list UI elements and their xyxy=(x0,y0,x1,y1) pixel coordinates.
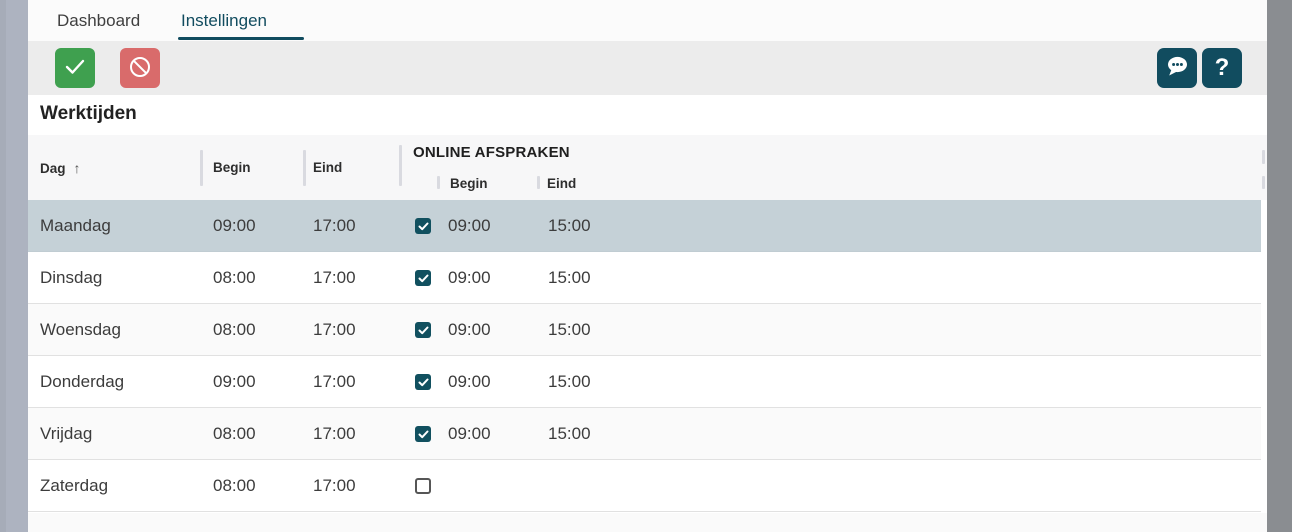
help-button[interactable]: ? xyxy=(1202,48,1242,88)
cell-begin[interactable]: 09:00 xyxy=(213,216,256,235)
tab-settings[interactable]: Instellingen xyxy=(181,10,268,30)
sort-ascending-icon: ↑ xyxy=(73,160,81,176)
ban-icon xyxy=(128,55,152,82)
cell-online-eind[interactable]: 15:00 xyxy=(548,320,591,339)
column-separator xyxy=(537,176,540,189)
cell-online-begin[interactable]: 09:00 xyxy=(448,424,491,443)
cell-begin[interactable]: 08:00 xyxy=(213,268,256,287)
column-separator xyxy=(399,145,402,186)
tab-bar: Dashboard Instellingen xyxy=(28,0,1267,41)
table-header: Dag ↑ Begin Eind ONLINE AFSPRAKEN Begin E… xyxy=(28,135,1267,200)
cell-day: Woensdag xyxy=(40,320,121,339)
table-row-woensdag[interactable]: Woensdag 08:00 17:00 09:00 15:00 xyxy=(28,304,1267,356)
column-group-online-afspraken: ONLINE AFSPRAKEN xyxy=(413,144,570,161)
online-afspraken-checkbox[interactable] xyxy=(415,218,431,234)
active-tab-underline xyxy=(178,37,304,40)
table-row-vrijdag[interactable]: Vrijdag 08:00 17:00 09:00 15:00 xyxy=(28,408,1267,460)
cell-day: Donderdag xyxy=(40,372,125,391)
confirm-button[interactable] xyxy=(55,48,95,88)
cell-begin[interactable]: 09:00 xyxy=(213,372,256,391)
cell-begin[interactable]: 08:00 xyxy=(213,320,256,339)
partial-next-row xyxy=(28,513,1267,532)
table-row-zaterdag[interactable]: Zaterdag 08:00 17:00 xyxy=(28,460,1267,512)
chat-button[interactable] xyxy=(1157,48,1197,88)
cell-online-begin[interactable]: 09:00 xyxy=(448,372,491,391)
cell-eind[interactable]: 17:00 xyxy=(313,476,356,495)
cell-day: Zaterdag xyxy=(40,476,109,495)
speech-bubble-icon xyxy=(1165,55,1190,81)
cell-begin[interactable]: 08:00 xyxy=(213,424,256,443)
right-gutter xyxy=(1267,0,1292,532)
online-afspraken-checkbox[interactable] xyxy=(415,426,431,442)
column-separator xyxy=(1262,176,1265,189)
column-separator xyxy=(200,150,203,186)
tab-dashboard[interactable]: Dashboard xyxy=(57,10,141,30)
column-separator xyxy=(1262,150,1265,164)
cell-online-begin[interactable]: 09:00 xyxy=(448,216,491,235)
table-row-maandag[interactable]: Maandag 09:00 17:00 09:00 15:00 xyxy=(28,200,1267,252)
online-afspraken-checkbox[interactable] xyxy=(415,478,431,494)
column-header-dag[interactable]: Dag ↑ xyxy=(40,160,81,176)
cell-day: Vrijdag xyxy=(40,424,93,443)
cell-day: Dinsdag xyxy=(40,268,103,287)
column-header-eind[interactable]: Eind xyxy=(313,160,343,175)
online-afspraken-checkbox[interactable] xyxy=(415,270,431,286)
cell-eind[interactable]: 17:00 xyxy=(313,372,356,391)
cell-eind[interactable]: 17:00 xyxy=(313,424,356,443)
cell-online-begin[interactable]: 09:00 xyxy=(448,268,491,287)
table-row-donderdag[interactable]: Donderdag 09:00 17:00 09:00 15:00 xyxy=(28,356,1267,408)
column-header-online-begin[interactable]: Begin xyxy=(450,176,488,191)
cell-online-eind[interactable]: 15:00 xyxy=(548,372,591,391)
main-content: Dashboard Instellingen xyxy=(28,0,1267,532)
column-header-dag-label: Dag xyxy=(40,161,66,176)
column-separator xyxy=(303,150,306,186)
cell-begin[interactable]: 08:00 xyxy=(213,476,256,495)
cell-eind[interactable]: 17:00 xyxy=(313,320,356,339)
cell-day: Maandag xyxy=(40,216,111,235)
cell-online-eind[interactable]: 15:00 xyxy=(548,424,591,443)
page-title: Werktijden xyxy=(40,103,137,124)
cell-eind[interactable]: 17:00 xyxy=(313,216,356,235)
table-scrollbar-track[interactable] xyxy=(1261,200,1267,513)
cancel-button[interactable] xyxy=(120,48,160,88)
cell-online-eind[interactable]: 15:00 xyxy=(548,216,591,235)
cell-eind[interactable]: 17:00 xyxy=(313,268,356,287)
table-row-dinsdag[interactable]: Dinsdag 08:00 17:00 09:00 15:00 xyxy=(28,252,1267,304)
online-afspraken-checkbox[interactable] xyxy=(415,322,431,338)
toolbar: ? xyxy=(28,41,1267,95)
column-header-online-eind[interactable]: Eind xyxy=(547,176,577,191)
check-icon xyxy=(64,58,86,79)
title-band: Werktijden xyxy=(28,95,1267,135)
table-body: Maandag 09:00 17:00 09:00 15:00 Dinsdag 08:00 1… xyxy=(28,200,1267,512)
cell-online-begin[interactable]: 09:00 xyxy=(448,320,491,339)
cell-online-eind[interactable]: 15:00 xyxy=(548,268,591,287)
column-separator xyxy=(437,176,440,189)
left-gutter xyxy=(0,0,28,532)
online-afspraken-checkbox[interactable] xyxy=(415,374,431,390)
column-header-begin[interactable]: Begin xyxy=(213,160,251,175)
